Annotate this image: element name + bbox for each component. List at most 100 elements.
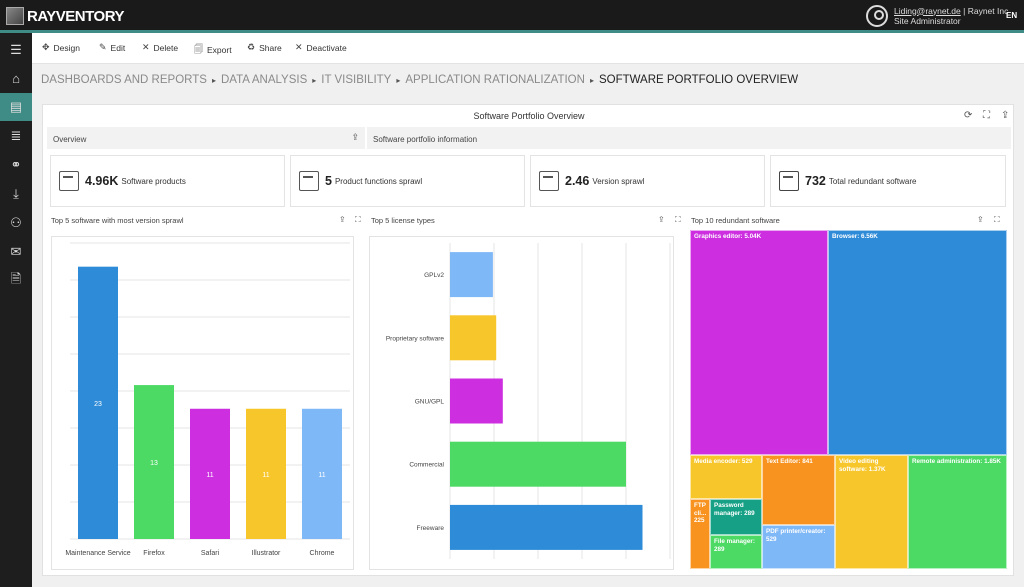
treemap-label: FTP cli... 225 (694, 502, 707, 524)
sidebar-item-mail[interactable]: ✉ (0, 238, 32, 266)
download-icon: ⤓ (13, 186, 19, 201)
treemap-cell[interactable]: Video editing software: 1.37K (835, 455, 908, 569)
delete-button[interactable]: ✕ Delete (142, 42, 178, 53)
treemap-label: Media encoder: 529 (694, 458, 753, 465)
share-button[interactable]: ♻ Share (247, 42, 282, 53)
x-tick-label: Illustrator (252, 550, 281, 557)
bar[interactable] (302, 408, 342, 539)
user-menu[interactable]: Liding@raynet.de | Raynet Inc Site Admin… (866, 4, 1008, 27)
edit-button[interactable]: ✎ Edit (99, 42, 125, 53)
user-role: Site Administrator (894, 15, 961, 26)
bar[interactable] (450, 252, 493, 298)
kpi-label: Product functions sprawl (334, 176, 423, 186)
bar[interactable] (246, 408, 286, 539)
checklist-icon (779, 171, 799, 191)
y-tick-label: Commercial (409, 462, 444, 469)
license-types-title: Top 5 license types (371, 216, 435, 225)
fullscreen-icon[interactable]: ⛶ (983, 110, 990, 121)
package-icon (539, 171, 559, 191)
treemap-label: Graphics editor: 5.04K (694, 233, 762, 240)
panel-expand-icon[interactable]: ⛶ (355, 215, 361, 224)
app-logo[interactable]: RAYVENTORY (6, 6, 124, 26)
x-tick-label: Chrome (310, 550, 335, 557)
accent-line (0, 30, 1024, 33)
kpi-value: 4.96K (85, 174, 119, 188)
y-tick-label: Proprietary software (386, 335, 445, 342)
treemap-label: Password manager: 289 (714, 502, 755, 517)
overview-title: Overview (53, 135, 87, 144)
panel-export-icon[interactable]: ⇪ (339, 215, 346, 224)
treemap-cell[interactable]: Password manager: 289 (710, 499, 762, 535)
bar[interactable] (78, 266, 118, 539)
panel-export-icon[interactable]: ⇪ (658, 215, 665, 224)
logo-text: RAYVENTORY (27, 7, 124, 25)
treemap-label: Text Editor: 841 (766, 458, 813, 465)
refresh-icon[interactable]: ⟳ (964, 110, 973, 121)
sidebar-item-link[interactable]: ⚭ (0, 151, 32, 179)
treemap-label: Browser: 6.56K (832, 233, 878, 240)
package-icon (59, 171, 79, 191)
bar-value-label: 11 (206, 472, 213, 479)
deactivate-button[interactable]: ✕ Deactivate (295, 42, 347, 53)
design-button[interactable]: ✥ Design (42, 42, 80, 53)
package-icon (299, 171, 319, 191)
user-email[interactable]: Liding@raynet.de (894, 5, 961, 16)
treemap-cell[interactable]: FTP cli... 225 (690, 499, 710, 569)
deactivate-label: Deactivate (306, 42, 347, 53)
treemap-cell[interactable]: Browser: 6.56K (828, 230, 1007, 455)
breadcrumb-separator: ▸ (396, 75, 401, 85)
breadcrumb: DASHBOARDS AND REPORTS ▸ DATA ANALYSIS ▸ I… (41, 72, 798, 88)
list-icon: ≣ (10, 128, 22, 143)
mail-icon: ✉ (10, 244, 22, 259)
link-icon: ⚭ (10, 157, 22, 172)
breadcrumb-item[interactable]: APPLICATION RATIONALIZATION (405, 74, 585, 86)
treemap-cell[interactable]: Graphics editor: 5.04K (690, 230, 828, 455)
bar[interactable] (450, 378, 503, 424)
treemap-label: PDF printer/creator: 529 (766, 528, 826, 543)
breadcrumb-separator: ▸ (312, 75, 317, 85)
bar-value-label: 23 (94, 401, 102, 408)
breadcrumb-item[interactable]: DASHBOARDS AND REPORTS (41, 74, 207, 86)
treemap-cell[interactable]: Text Editor: 841 (762, 455, 835, 525)
panel-expand-icon[interactable]: ⛶ (994, 215, 1000, 224)
top-bar: RAYVENTORY Liding@raynet.de | Raynet Inc… (0, 0, 1024, 33)
sidebar-item-user-settings[interactable]: ⚇ (0, 209, 32, 237)
share-label: Share (259, 42, 282, 53)
info-title: Software portfolio information (373, 135, 478, 144)
breadcrumb-item[interactable]: DATA ANALYSIS (220, 74, 308, 86)
treemap-cell[interactable]: Media encoder: 529 (690, 455, 762, 499)
sidebar-item-home[interactable]: ⌂ (0, 64, 32, 92)
treemap-cell[interactable]: PDF printer/creator: 529 (762, 525, 835, 569)
kpi-value: 2.46 (565, 174, 590, 188)
bar[interactable] (134, 385, 174, 539)
bar[interactable] (450, 315, 497, 361)
treemap-cell[interactable]: File manager: 289 (710, 535, 762, 569)
y-tick-label: GPLv2 (424, 272, 444, 279)
version-sprawl-title: Top 5 software with most version sprawl (51, 216, 184, 225)
bar-value-label: 13 (150, 460, 158, 467)
avatar-icon (866, 4, 888, 27)
breadcrumb-item[interactable]: IT VISIBILITY (321, 74, 392, 86)
bar[interactable] (450, 441, 626, 487)
sidebar-item-document[interactable]: 🗎 (0, 267, 32, 295)
treemap-label: Video editing software: 1.37K (839, 458, 886, 473)
panel-expand-icon[interactable]: ⛶ (675, 215, 681, 224)
sidebar-item-list[interactable]: ≣ (0, 122, 32, 150)
bar[interactable] (190, 408, 230, 539)
x-tick-label: Maintenance Service (65, 550, 130, 557)
sidebar-item-download[interactable]: ⤓ (0, 180, 32, 208)
breadcrumb-separator: ▸ (211, 75, 216, 85)
bar[interactable] (450, 504, 643, 550)
license-types-svg: GPLv2 Proprietary software GNU/GPL Commerci… (386, 243, 671, 559)
overview-export-icon[interactable]: ⇪ (351, 132, 359, 142)
sidebar-item-dashboard[interactable]: ▤ (0, 93, 32, 121)
export-button[interactable]: 🗐 Export (194, 42, 232, 58)
dashboard-export-icon[interactable]: ⇪ (1001, 110, 1010, 121)
dashboard: Software Portfolio Overview ⟳ ⛶ ⇪ Overvi… (42, 104, 1014, 576)
document-icon: 🗎 (10, 271, 22, 286)
sidebar-item-menu[interactable]: ☰ (0, 36, 32, 64)
treemap-cell[interactable]: Remote administration: 1.85K (908, 455, 1007, 569)
language-selector[interactable]: EN (1006, 11, 1018, 20)
dashboard-title: Software Portfolio Overview (473, 111, 585, 121)
panel-export-icon[interactable]: ⇪ (977, 215, 984, 224)
